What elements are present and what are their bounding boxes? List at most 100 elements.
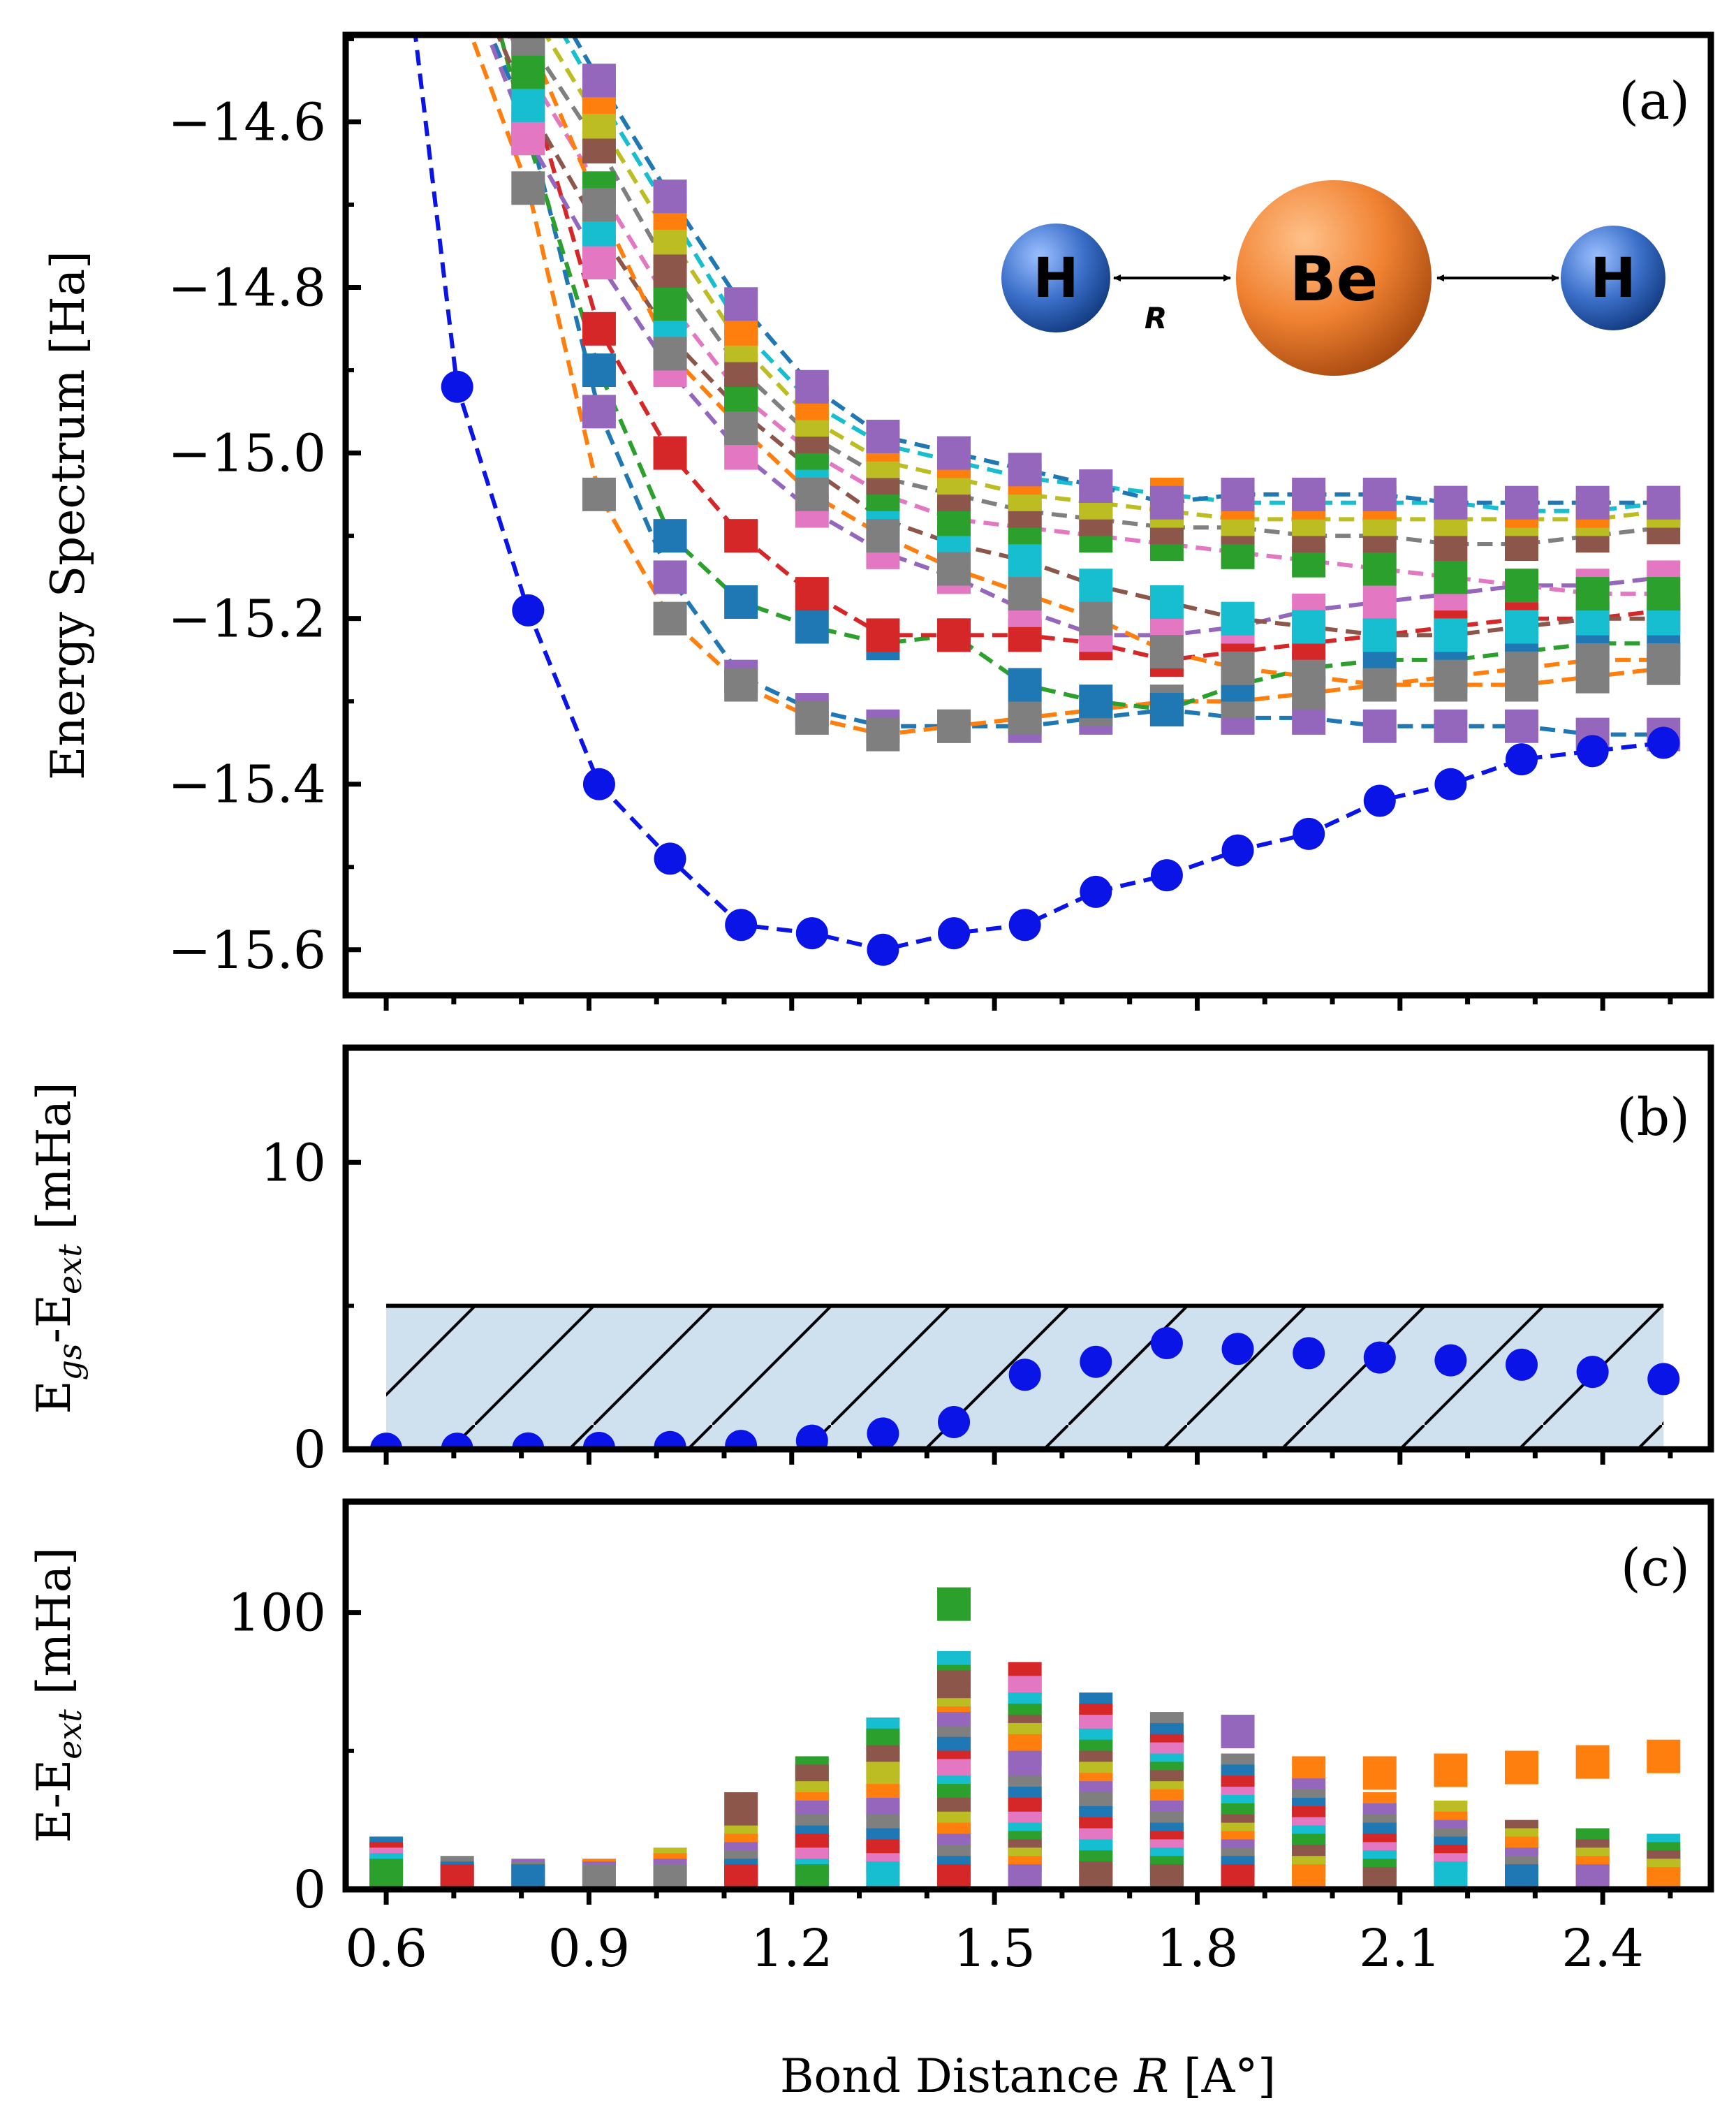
excited-state-marker <box>1647 577 1681 611</box>
excited-state-marker <box>937 436 971 470</box>
y-tick-label: 10 <box>260 1133 326 1193</box>
ground-state-point <box>1293 817 1325 850</box>
excited-state-marker <box>1575 577 1610 611</box>
excited-state-marker <box>1434 659 1468 694</box>
gs-error-point <box>867 1417 899 1449</box>
excited-state-marker <box>511 88 545 122</box>
excited-error-marker <box>1149 1864 1184 1889</box>
ground-state-point <box>938 917 971 950</box>
excited-state-marker <box>724 519 758 553</box>
excited-state-marker <box>1575 485 1610 520</box>
gs-error-point <box>1293 1337 1325 1370</box>
excited-state-marker <box>1434 709 1468 743</box>
bond-label-r: R <box>1145 301 1167 335</box>
ground-state-point <box>1008 909 1041 942</box>
excited-state-marker <box>1434 618 1468 652</box>
panel-c-excited-state-error: 0 100 (c) E-Eext [mHa] <box>27 1498 1714 1920</box>
excited-state-marker <box>441 0 474 15</box>
excited-state-marker <box>582 64 616 98</box>
excited-error-marker <box>1647 1739 1681 1773</box>
excited-state-marker <box>1149 693 1184 727</box>
excited-error-marker <box>1008 1864 1042 1889</box>
excited-error-marker <box>795 1864 829 1889</box>
ground-state-point <box>1150 859 1183 892</box>
atom-label-h-right: H <box>1590 247 1635 310</box>
excited-error-marker <box>1647 1867 1681 1889</box>
gs-error-point <box>512 1432 545 1449</box>
excited-state-line <box>488 35 1664 737</box>
gs-error-point <box>1576 1356 1609 1389</box>
excited-state-marker <box>511 0 545 23</box>
ground-state-point <box>654 842 686 875</box>
excited-error-marker <box>1221 1715 1255 1749</box>
excited-state-marker <box>795 577 829 611</box>
excited-state-marker <box>1434 485 1468 520</box>
excited-state-marker <box>1505 485 1539 520</box>
excited-state-marker <box>1505 651 1539 685</box>
ground-state-point <box>512 594 545 627</box>
y-tick-label: −15.2 <box>168 589 326 650</box>
excited-state-marker <box>1079 601 1113 636</box>
ground-state-point <box>1080 875 1112 908</box>
excited-state-marker <box>1149 635 1184 669</box>
excited-state-marker <box>1362 552 1397 586</box>
gs-error-point <box>795 1424 828 1449</box>
excited-state-marker <box>511 55 545 89</box>
excited-state-marker <box>582 395 616 429</box>
excited-state-marker <box>866 519 900 553</box>
excited-state-marker <box>582 477 616 511</box>
excited-state-marker <box>582 187 616 221</box>
ground-state-point <box>1576 735 1609 768</box>
excited-state-marker <box>795 477 829 511</box>
excited-state-marker <box>1221 601 1255 636</box>
excited-error-marker <box>1362 1867 1397 1889</box>
x-tick-label: 0.9 <box>548 1919 631 1979</box>
excited-state-marker <box>653 180 687 214</box>
excited-state-marker <box>866 618 900 652</box>
excited-state-marker <box>1505 610 1539 644</box>
gs-error-point <box>1434 1344 1467 1377</box>
x-tick-label: 2.4 <box>1561 1919 1644 1979</box>
gs-error-point <box>1506 1348 1538 1381</box>
x-axis: 0.6 0.9 1.2 1.5 1.8 2.1 2.4 <box>345 995 1673 1979</box>
gs-error-point <box>654 1430 686 1449</box>
excited-state-marker <box>937 552 971 586</box>
excited-error-marker <box>1434 1861 1468 1889</box>
excited-state-marker <box>724 585 758 619</box>
excited-state-marker <box>1362 585 1397 619</box>
ground-state-point <box>1363 784 1396 817</box>
excited-error-marker <box>1505 1864 1539 1889</box>
excited-state-marker <box>653 601 687 636</box>
excited-error-marker <box>1362 1756 1397 1790</box>
excited-state-marker <box>1362 477 1397 511</box>
excited-state-marker <box>724 411 758 446</box>
excited-state-marker <box>866 419 900 453</box>
panel-c-label: (c) <box>1621 1538 1690 1598</box>
excited-state-marker <box>724 287 758 321</box>
y-tick-label: 0 <box>293 1860 326 1920</box>
excited-state-marker <box>795 369 829 404</box>
excited-state-marker <box>1079 569 1113 603</box>
excited-state-marker <box>653 436 687 470</box>
excited-state-marker <box>1647 485 1681 520</box>
excited-state-marker <box>1362 618 1397 652</box>
panel-b-y-axis-title: Egs-Eext [mHa] <box>27 1082 89 1414</box>
panel-a-label: (a) <box>1619 71 1690 131</box>
hydrogen-atom-left <box>1001 224 1110 332</box>
ground-state-point <box>1434 768 1467 800</box>
excited-state-marker <box>1292 477 1326 511</box>
excited-error-marker <box>724 1792 758 1826</box>
ground-state-point <box>795 917 828 950</box>
excited-state-marker <box>937 709 971 743</box>
excited-state-marker <box>1008 543 1042 578</box>
excited-state-line <box>469 35 1664 737</box>
excited-state-marker <box>1647 643 1681 677</box>
gs-error-point <box>1150 1327 1183 1360</box>
excited-state-marker <box>511 122 545 156</box>
excited-state-marker <box>1575 643 1610 677</box>
x-tick-label: 1.2 <box>751 1919 833 1979</box>
atom-label-h-left: H <box>1033 247 1078 310</box>
y-tick-label: 100 <box>228 1583 326 1643</box>
